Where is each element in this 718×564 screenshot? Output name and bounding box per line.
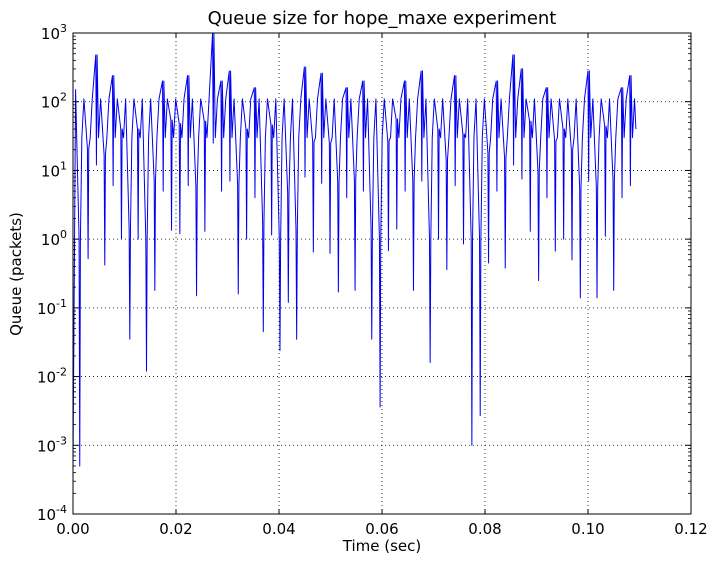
x-tick-labels: 0.00 0.02 0.04 0.06 0.08 0.10 0.12	[56, 520, 707, 538]
y-tick-label: 101	[41, 159, 67, 180]
y-tick-label: 10-2	[37, 366, 67, 387]
chart-title: Queue size for hope_maxe experiment	[208, 8, 557, 29]
x-tick-label: 0.08	[468, 520, 501, 538]
x-tick-label: 0.10	[571, 520, 604, 538]
y-tick-labels: 10-4 10-3 10-2 10-1 100 101 102 103	[37, 22, 67, 524]
x-axis-label: Time (sec)	[342, 537, 421, 555]
axis-ticks	[72, 32, 692, 515]
y-tick-label: 10-3	[37, 434, 67, 455]
y-axis-label: Queue (packets)	[7, 212, 25, 336]
x-tick-label: 0.00	[56, 520, 89, 538]
queue-size-line	[72, 32, 637, 467]
y-tick-label: 10-1	[37, 297, 67, 318]
x-tick-label: 0.12	[674, 520, 707, 538]
y-tick-label: 100	[41, 228, 67, 249]
x-tick-label: 0.04	[262, 520, 295, 538]
y-tick-label: 102	[41, 91, 67, 112]
y-tick-label: 10-4	[37, 503, 67, 524]
y-tick-label: 103	[41, 22, 67, 43]
series-group	[72, 32, 637, 467]
x-tick-label: 0.06	[365, 520, 398, 538]
x-tick-label: 0.02	[159, 520, 192, 538]
